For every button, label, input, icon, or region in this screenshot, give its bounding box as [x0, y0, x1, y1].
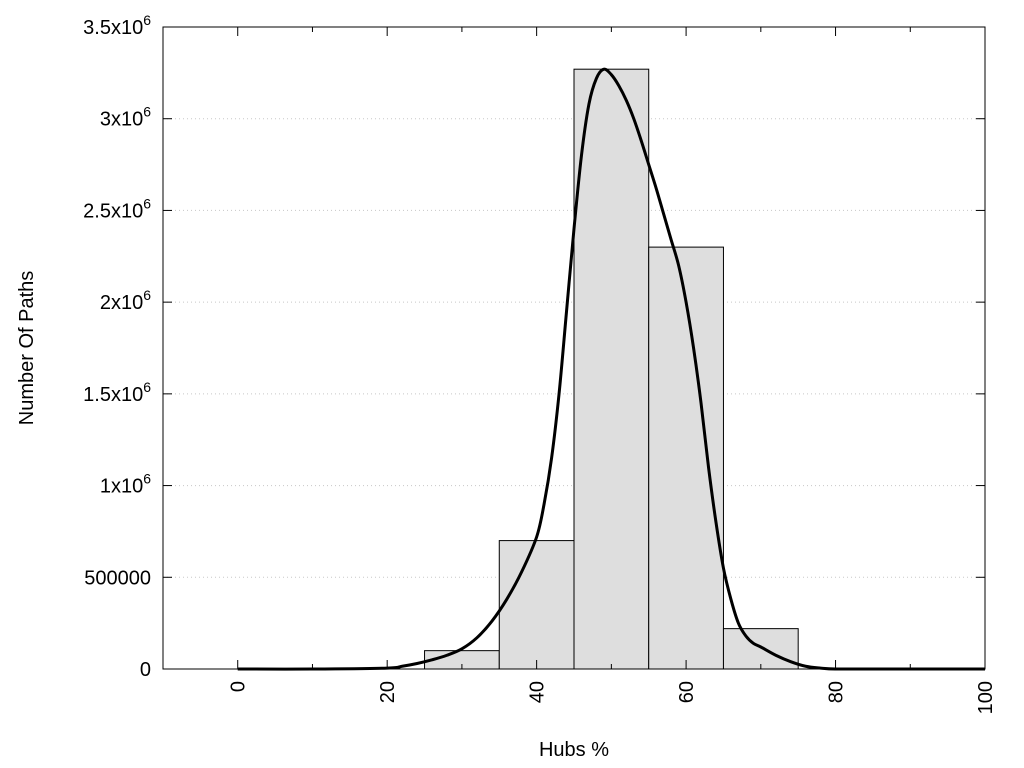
x-tick-label: 80 — [826, 681, 848, 703]
x-tick-label: 0 — [228, 681, 250, 692]
y-tick-label: 1.5x106 — [83, 379, 151, 406]
y-tick-label: 0 — [140, 659, 151, 681]
histogram-bar — [723, 629, 798, 669]
histogram-bars — [425, 69, 799, 669]
y-tick-label: 3.5x106 — [83, 12, 151, 39]
x-axis-title: Hubs % — [539, 739, 609, 761]
y-tick-label: 2x106 — [100, 287, 151, 314]
y-axis-title: Number Of Paths — [16, 271, 38, 426]
y-tick-label: 3x106 — [100, 104, 151, 131]
x-tick-label: 40 — [527, 681, 549, 703]
x-tick-label: 20 — [377, 681, 399, 703]
y-tick-label: 500000 — [84, 567, 151, 589]
histogram-bar — [574, 69, 649, 669]
x-tick-labels: 0 20 40 60 80 100 — [228, 681, 997, 714]
y-tick-labels: 0 500000 1x106 1.5x106 2x106 2.5x106 3x106 3.5x… — [83, 12, 151, 681]
y-tick-label: 1x106 — [100, 471, 151, 498]
x-tick-label: 60 — [676, 681, 698, 703]
x-tick-label: 100 — [975, 681, 997, 714]
histogram-bar — [499, 541, 574, 669]
y-tick-label: 2.5x106 — [83, 195, 151, 222]
